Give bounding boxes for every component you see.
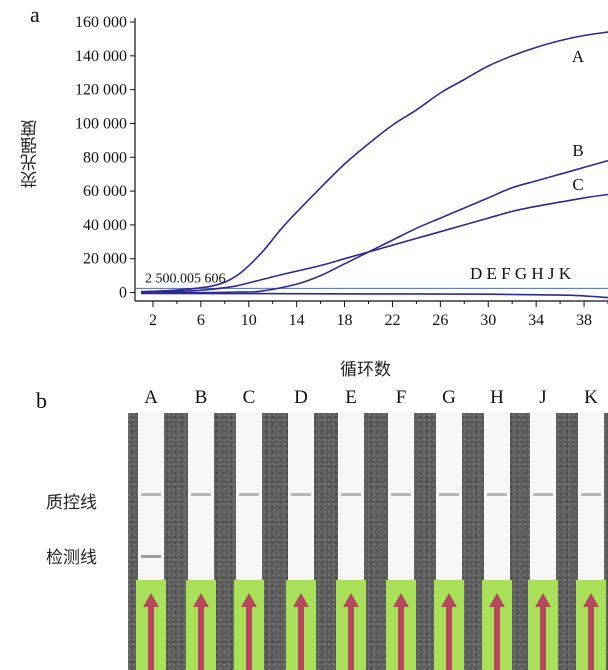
- arrow-up-icon: [193, 593, 209, 670]
- lane-label: C: [242, 387, 256, 408]
- arrow-up-icon: [143, 593, 159, 670]
- x-tick-label: 6: [197, 312, 205, 329]
- control-line: [141, 493, 161, 496]
- lane-label: B: [194, 387, 208, 408]
- panel-a-letter: a: [30, 2, 40, 27]
- y-tick-label: 60 000: [83, 183, 127, 200]
- control-line: [487, 493, 507, 496]
- x-tick-label: 14: [289, 312, 305, 329]
- arrow-up-icon: [241, 593, 257, 670]
- control-line: [191, 493, 211, 496]
- x-tick-label: 34: [528, 312, 544, 329]
- control-line-label: 质控线: [46, 493, 97, 513]
- arrow-up-icon: [343, 593, 359, 670]
- test-strip: [234, 413, 264, 670]
- lane-label: F: [395, 387, 407, 408]
- lane-label: D: [294, 387, 308, 408]
- x-tick-label: 26: [432, 312, 448, 329]
- arrow-up-icon: [583, 593, 599, 670]
- control-line: [341, 493, 361, 496]
- lane-label: E: [345, 387, 357, 408]
- arrow-up-icon: [393, 593, 409, 670]
- y-tick-label: 80 000: [83, 149, 127, 166]
- x-tick-label: 30: [480, 312, 496, 329]
- test-strip: [286, 413, 316, 670]
- arrow-up-icon: [441, 593, 457, 670]
- control-line: [291, 493, 311, 496]
- y-tick-label: 160 000: [75, 14, 127, 31]
- y-tick-label: 20 000: [83, 251, 127, 268]
- y-tick-label: 40 000: [83, 217, 127, 234]
- y-tick-label: 100 000: [75, 115, 127, 132]
- control-line: [533, 493, 553, 496]
- x-tick-label: 38: [576, 312, 592, 329]
- series-label: D E F G H J K: [470, 264, 572, 283]
- test-strip-photo: [128, 413, 608, 670]
- series-label: B: [572, 141, 583, 160]
- arrow-up-icon: [535, 593, 551, 670]
- x-tick-label: 10: [241, 312, 257, 329]
- panel-b-letter: b: [36, 388, 47, 413]
- series-label: C: [572, 175, 583, 194]
- control-line: [391, 493, 411, 496]
- test-strip: [528, 413, 558, 670]
- control-line: [439, 493, 459, 496]
- test-strip: [386, 413, 416, 670]
- lane-label: J: [539, 387, 547, 408]
- arrow-up-icon: [489, 593, 505, 670]
- arrow-up-icon: [293, 593, 309, 670]
- test-strip: [434, 413, 464, 670]
- threshold-label: 2 500.005 606: [145, 271, 226, 286]
- series-line-2: [140, 159, 608, 294]
- y-tick-label: 120 000: [75, 82, 127, 99]
- control-line: [239, 493, 259, 496]
- x-axis-title: 循环数: [340, 360, 391, 380]
- x-tick-label: 22: [384, 312, 400, 329]
- lane-label: G: [442, 387, 456, 408]
- test-strip: [482, 413, 512, 670]
- lane-label: A: [144, 387, 158, 408]
- test-strip: [576, 413, 606, 670]
- x-tick-label: 18: [337, 312, 353, 329]
- series-line-4: [140, 292, 608, 299]
- test-strip: [186, 413, 216, 670]
- x-tick-label: 2: [149, 312, 157, 329]
- test-line: [141, 555, 161, 558]
- control-line: [581, 493, 601, 496]
- y-axis-title: 荧光强度: [21, 120, 41, 188]
- test-strip: [336, 413, 366, 670]
- y-tick-label: 140 000: [75, 48, 127, 65]
- amplification-chart: 0 20 000 40 000 60 000 80 000 100 000 120 000 1…: [75, 14, 608, 329]
- test-strip: [136, 413, 166, 670]
- lane-label: K: [584, 387, 598, 408]
- series-line-3: [140, 193, 608, 293]
- lane-label: H: [490, 387, 504, 408]
- series-label: A: [572, 47, 585, 66]
- test-line-label: 检测线: [46, 548, 97, 568]
- series-line-1: [140, 31, 608, 293]
- y-tick-label: 0: [119, 285, 127, 302]
